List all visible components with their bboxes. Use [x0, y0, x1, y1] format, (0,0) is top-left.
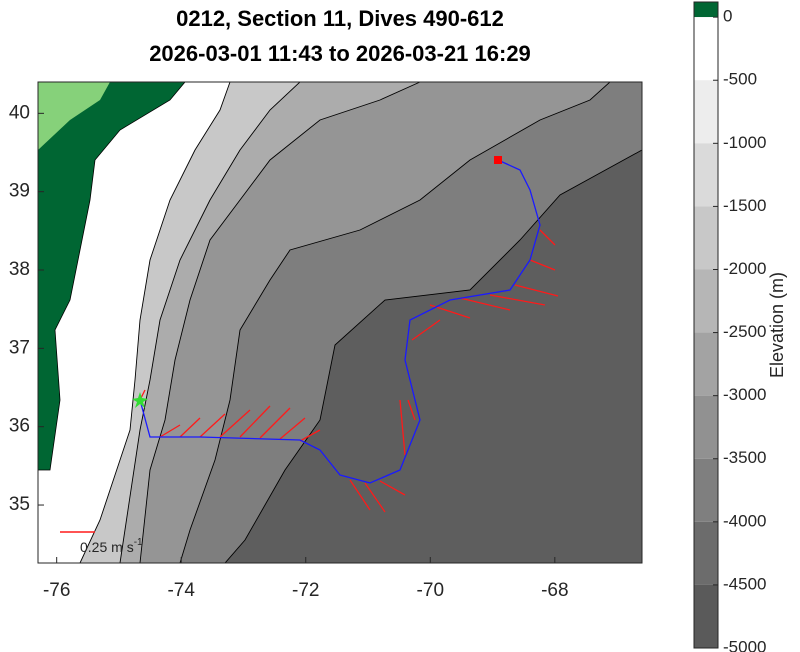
x-tick-label: -74	[167, 580, 195, 601]
x-tick-label: -76	[43, 580, 70, 601]
colorbar-tick-label: -1500	[723, 196, 766, 215]
end-marker	[494, 156, 502, 164]
colorbar-frame	[693, 1, 719, 649]
colorbar-tick-label: -3500	[723, 448, 766, 467]
colorbar-band	[694, 269, 718, 333]
colorbar-band	[694, 458, 718, 522]
colorbar-band	[694, 143, 718, 207]
map: 0.25 m s-1	[37, 81, 643, 564]
y-tick-label: 40	[9, 102, 30, 123]
colorbar-tick-label: -500	[723, 70, 757, 89]
colorbar-tick-label: -4000	[723, 511, 766, 530]
map-frame	[37, 81, 643, 564]
scale-text: 0.25 m s	[80, 539, 134, 555]
colorbar-tick-label: -1000	[723, 133, 766, 152]
land	[37, 81, 186, 471]
x-tick-label: -70	[417, 580, 444, 601]
colorbar-tick-label: -5000	[723, 637, 766, 652]
colorbar-tick-label: -2000	[723, 259, 766, 278]
y-tick-label: 39	[9, 181, 30, 202]
scale-exponent: -1	[134, 537, 143, 548]
colorbar-band	[694, 395, 718, 459]
scale-label: 0.25 m s-1	[80, 537, 143, 555]
land-light	[38, 82, 110, 150]
colorbar-band	[694, 521, 718, 585]
colorbar-tick-label: 0	[723, 7, 732, 26]
x-tick-label: -72	[292, 580, 319, 601]
colorbar-label: Elevation (m)	[767, 272, 787, 378]
colorbar-band	[694, 17, 718, 81]
colorbar-band	[694, 584, 718, 648]
colorbar-tick-label: -2500	[723, 322, 766, 341]
y-tick-label: 35	[9, 494, 30, 515]
colorbar-land	[694, 2, 718, 18]
title-line: 0212, Section 11, Dives 490-612	[176, 6, 504, 31]
current-arrows	[139, 229, 559, 513]
colorbar-band	[694, 80, 718, 144]
y-tick-label: 38	[9, 259, 30, 280]
start-marker	[132, 392, 148, 408]
y-tick-label: 37	[9, 337, 30, 358]
colorbar-band	[694, 206, 718, 270]
colorbar-tick-label: -4500	[723, 574, 766, 593]
glider-track	[139, 159, 541, 484]
x-tick-label: -68	[541, 580, 568, 601]
colorbar-band	[694, 332, 718, 396]
colorbar-tick-label: -3000	[723, 385, 766, 404]
title-line: 2026-03-01 11:43 to 2026-03-21 16:29	[149, 41, 531, 66]
y-tick-label: 36	[9, 416, 30, 437]
